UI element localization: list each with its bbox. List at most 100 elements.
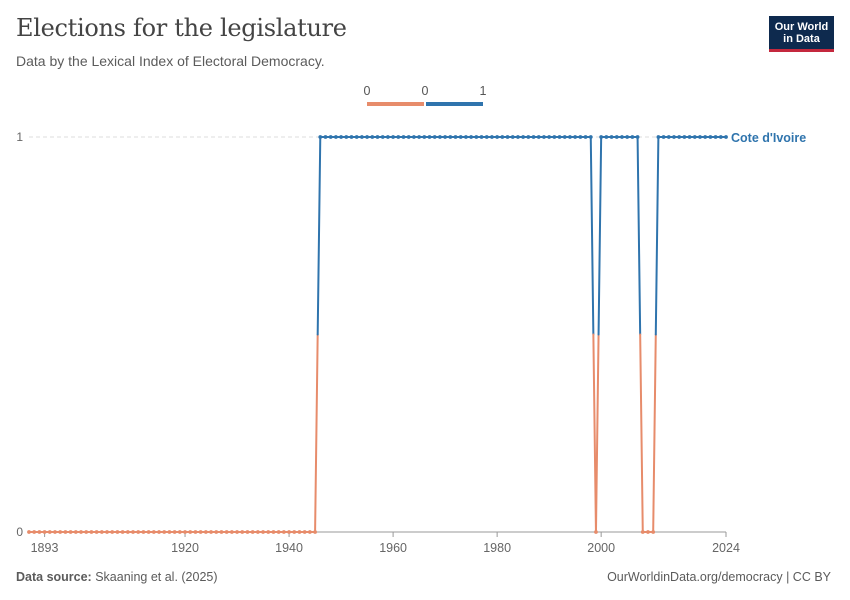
data-source-text: Skaaning et al. (2025) bbox=[95, 570, 218, 584]
data-point bbox=[724, 135, 728, 139]
data-point bbox=[105, 530, 109, 534]
data-point bbox=[229, 530, 234, 534]
series-labels: Cote d'Ivoire bbox=[731, 131, 806, 145]
data-point bbox=[464, 135, 468, 139]
data-point bbox=[401, 135, 406, 139]
data-point bbox=[666, 135, 671, 139]
legend-label: 0 bbox=[422, 84, 429, 98]
data-point bbox=[209, 530, 213, 534]
x-tick-label: 1940 bbox=[275, 541, 303, 555]
series-lines bbox=[28, 136, 727, 533]
data-point bbox=[245, 530, 250, 534]
data-point bbox=[531, 135, 536, 139]
data-point bbox=[32, 530, 37, 534]
line-segment bbox=[654, 136, 660, 336]
data-point bbox=[359, 135, 364, 139]
line-segment bbox=[316, 136, 322, 336]
data-point bbox=[635, 135, 640, 139]
data-point bbox=[469, 135, 474, 139]
data-point bbox=[578, 135, 583, 139]
data-point bbox=[167, 530, 172, 534]
data-point bbox=[349, 135, 354, 139]
data-point bbox=[115, 530, 120, 534]
data-point bbox=[94, 530, 99, 534]
data-point bbox=[323, 135, 328, 139]
data-point bbox=[281, 530, 286, 534]
data-point bbox=[536, 135, 541, 139]
data-point bbox=[438, 135, 442, 139]
data-point bbox=[646, 530, 650, 534]
data-point bbox=[542, 135, 546, 139]
data-point bbox=[261, 530, 265, 534]
data-point bbox=[458, 135, 463, 139]
legend-bar-one bbox=[426, 102, 483, 106]
data-point bbox=[37, 530, 42, 534]
data-point bbox=[370, 135, 375, 139]
x-tick-label: 2000 bbox=[587, 541, 615, 555]
data-point bbox=[687, 135, 692, 139]
data-point bbox=[313, 530, 317, 534]
data-point bbox=[235, 530, 239, 534]
line-segment bbox=[589, 136, 595, 336]
data-point bbox=[141, 530, 146, 534]
data-point bbox=[500, 135, 505, 139]
legend-label: 0 bbox=[364, 84, 371, 98]
data-point bbox=[396, 135, 401, 139]
owid-logo[interactable]: Our World in Data bbox=[769, 16, 834, 52]
data-point bbox=[53, 530, 57, 534]
data-point bbox=[614, 135, 619, 139]
data-point bbox=[307, 530, 312, 534]
logo-line-2: in Data bbox=[783, 32, 820, 45]
line-segment bbox=[639, 333, 644, 533]
data-point bbox=[151, 530, 156, 534]
data-point bbox=[521, 135, 526, 139]
series-points bbox=[27, 135, 728, 534]
data-point bbox=[89, 530, 94, 534]
data-point bbox=[42, 530, 47, 534]
data-point bbox=[557, 135, 562, 139]
license-link[interactable]: OurWorldinData.org/democracy | CC BY bbox=[607, 570, 831, 584]
data-point bbox=[713, 135, 718, 139]
line-segment bbox=[597, 136, 603, 336]
data-point bbox=[58, 530, 63, 534]
data-point bbox=[79, 530, 83, 534]
data-point bbox=[625, 135, 630, 139]
data-point bbox=[474, 135, 479, 139]
data-point bbox=[27, 530, 31, 534]
color-legend: 0 0 1 bbox=[364, 84, 487, 106]
line-segment bbox=[594, 333, 600, 533]
x-tick-label: 2024 bbox=[712, 541, 740, 555]
data-point bbox=[255, 530, 260, 534]
data-point bbox=[375, 135, 380, 139]
data-point bbox=[120, 530, 125, 534]
data-point bbox=[552, 135, 557, 139]
chart-subtitle: Data by the Lexical Index of Electoral D… bbox=[16, 53, 325, 69]
data-point bbox=[698, 135, 702, 139]
data-point bbox=[432, 135, 437, 139]
x-tick-label: 1980 bbox=[483, 541, 511, 555]
data-point bbox=[63, 530, 68, 534]
data-point bbox=[333, 135, 338, 139]
data-point bbox=[380, 135, 385, 139]
data-point bbox=[219, 530, 224, 534]
data-point bbox=[125, 530, 130, 534]
data-point bbox=[365, 135, 369, 139]
data-point bbox=[391, 135, 396, 139]
data-point bbox=[172, 530, 177, 534]
data-point bbox=[443, 135, 448, 139]
legend-bar-zero bbox=[367, 102, 424, 106]
y-gridlines: 01 bbox=[16, 130, 726, 539]
data-point bbox=[339, 135, 343, 139]
data-point bbox=[495, 135, 500, 139]
data-point bbox=[287, 530, 291, 534]
data-point bbox=[240, 530, 245, 534]
data-point bbox=[318, 135, 323, 139]
data-point bbox=[573, 135, 578, 139]
data-point bbox=[588, 135, 593, 139]
data-point bbox=[505, 135, 510, 139]
data-point bbox=[448, 135, 453, 139]
data-point bbox=[276, 530, 281, 534]
data-point bbox=[266, 530, 271, 534]
data-point bbox=[604, 135, 609, 139]
data-point bbox=[214, 530, 219, 534]
